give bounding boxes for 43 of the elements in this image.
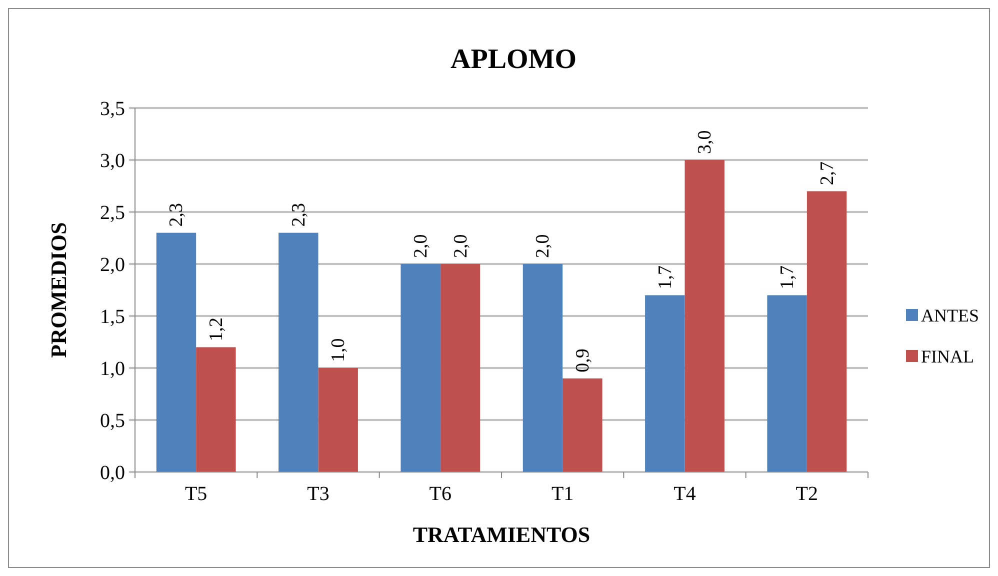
x-tick-label: T6	[429, 483, 452, 505]
bar	[156, 232, 196, 472]
y-axis-title: PROMEDIOS	[46, 222, 71, 358]
data-label: 0,9	[572, 348, 594, 372]
bar	[562, 378, 602, 472]
y-tick-label: 2,0	[100, 254, 125, 276]
data-label: 1,2	[206, 317, 227, 342]
x-tick-label: T3	[307, 483, 330, 505]
bar	[196, 347, 236, 472]
x-tick-label: T1	[551, 483, 574, 505]
bar	[318, 368, 358, 472]
x-axis-title: TRATAMIENTOS	[412, 522, 590, 547]
data-label: 1,7	[654, 265, 676, 290]
y-tick-label: 2,5	[100, 202, 125, 224]
data-label: 2,0	[410, 234, 432, 258]
x-tick-label: T4	[674, 483, 696, 505]
bar	[522, 264, 563, 472]
data-label: 2,3	[288, 203, 310, 227]
data-label: 2,0	[450, 234, 472, 258]
y-tick-label: 1,5	[100, 306, 125, 328]
x-tick-label: T5	[184, 483, 208, 505]
bar	[684, 160, 724, 472]
data-label: 2,7	[816, 161, 838, 186]
bar	[278, 232, 318, 472]
data-label: 2,0	[532, 234, 554, 258]
y-tick-label: 1,0	[100, 358, 125, 380]
bar	[400, 264, 440, 472]
data-label: 3,0	[694, 130, 716, 154]
chart-title: APLOMO	[450, 44, 576, 75]
y-tick-label: 0,0	[100, 462, 125, 484]
bar	[806, 191, 847, 472]
data-label: 2,3	[166, 203, 188, 227]
legend-label: FINAL	[921, 346, 974, 366]
bar	[767, 295, 807, 472]
bar	[645, 295, 685, 472]
y-tick-label: 3,0	[100, 150, 125, 172]
x-tick-label: T2	[796, 483, 818, 505]
data-label: 1,0	[328, 338, 350, 362]
data-label: 1,7	[777, 265, 798, 290]
y-tick-label: 0,5	[100, 410, 125, 432]
y-tick-label: 3,5	[100, 98, 125, 120]
legend-label: ANTES	[921, 305, 979, 326]
bar	[440, 264, 480, 472]
